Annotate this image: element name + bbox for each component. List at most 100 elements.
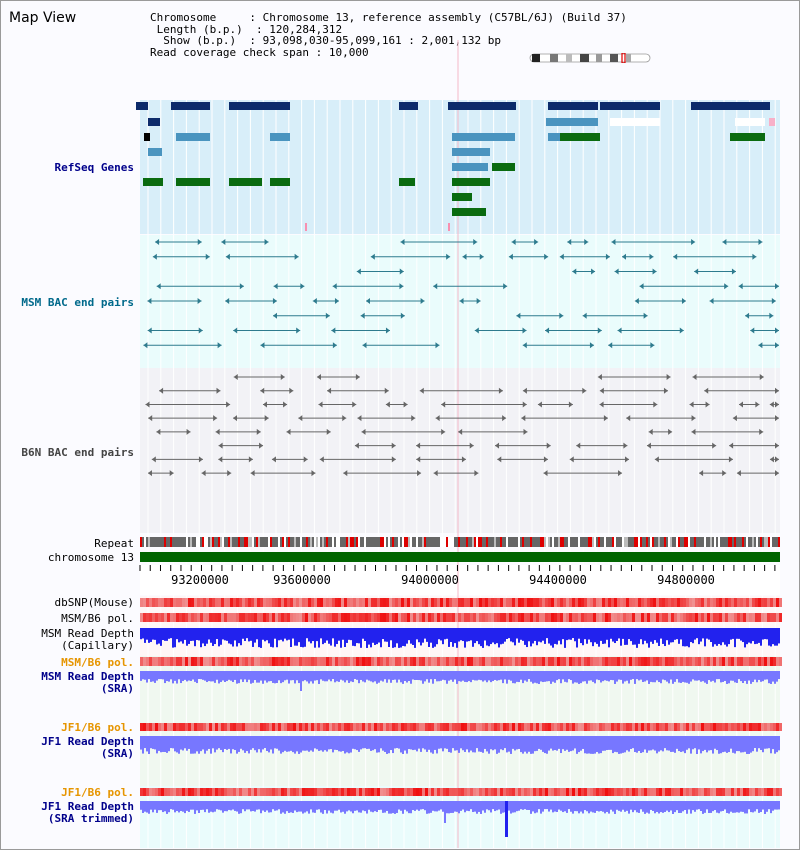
b6n-bac-pair-end	[416, 442, 421, 449]
msm-pol-density	[503, 613, 506, 622]
msm-sra-pol-density	[665, 657, 668, 666]
track-label-msm-bac[interactable]: MSM BAC end pairs	[21, 296, 134, 309]
msm-pol-density	[248, 613, 251, 622]
repeat-element	[700, 537, 702, 547]
repeat-element	[778, 537, 780, 547]
repeat-element	[690, 537, 692, 547]
msm-pol-density	[434, 613, 437, 622]
jf1-sra-depth	[670, 736, 672, 752]
dbsnp-density	[758, 598, 761, 607]
jf1-trim-pol-density	[305, 788, 308, 796]
jf1-trim-depth	[774, 801, 776, 810]
msm-bac-pair-end	[709, 298, 714, 304]
track-label-msm-b6-pol-sra[interactable]: MSM/B6 pol.	[61, 656, 134, 669]
msm-sra-pol-density	[149, 657, 152, 666]
msm-capillary-depth	[654, 628, 656, 641]
msm-capillary-depth	[558, 628, 560, 641]
repeat-element	[308, 537, 310, 547]
jf1-trim-depth	[530, 801, 532, 814]
jf1-trim-depth	[252, 801, 254, 811]
jf1-trim-depth	[740, 801, 742, 812]
jf1-sra-depth	[190, 736, 192, 754]
track-label-jf1-depth-sra[interactable]: JF1 Read Depth (SRA)	[41, 736, 134, 760]
msm-bac-pair-end	[473, 239, 478, 245]
jf1-trim-pol-density	[743, 788, 746, 796]
repeat-element	[568, 537, 570, 547]
repeat-element	[754, 537, 756, 547]
msm-pol-density	[458, 613, 461, 622]
msm-pol-density	[407, 613, 410, 622]
repeat-element	[748, 537, 750, 547]
msm-sra-depth	[574, 671, 576, 683]
msm-capillary-depth	[694, 628, 696, 640]
track-label-msm-depth-sra[interactable]: MSM Read Depth (SRA)	[41, 671, 134, 695]
msm-sra-depth	[194, 671, 196, 682]
msm-capillary-depth	[266, 628, 268, 641]
jf1-pol-density	[767, 723, 770, 731]
msm-sra-pol-density	[662, 657, 665, 666]
jf1-trim-pol-density	[476, 788, 479, 796]
repeat-element	[338, 537, 340, 547]
msm-pol-density	[278, 613, 281, 622]
jf1-trim-pol-density	[482, 788, 485, 796]
jf1-trim-depth	[634, 801, 636, 811]
msm-sra-pol-density	[173, 657, 176, 666]
jf1-trim-depth	[742, 801, 744, 812]
jf1-pol-density	[242, 723, 245, 731]
track-label-jf1-b6-pol-trimmed[interactable]: JF1/B6 pol.	[61, 786, 134, 799]
b6n-bac-pair-end	[441, 401, 446, 408]
msm-bac-pair-end	[435, 342, 440, 349]
jf1-sra-depth	[250, 736, 252, 750]
b6n-bac-pair-end	[186, 428, 191, 435]
repeat-element	[470, 537, 472, 547]
chromosome-ideogram[interactable]	[528, 53, 652, 63]
jf1-sra-depth	[246, 736, 248, 752]
jf1-trim-depth	[562, 801, 564, 813]
msm-capillary-depth	[320, 628, 322, 639]
jf1-pol-density	[413, 723, 416, 731]
track-label-msm-b6-pol[interactable]: MSM/B6 pol.	[61, 612, 134, 625]
jf1-sra-depth	[608, 736, 610, 750]
b6n-bac-pair-end	[769, 456, 774, 463]
msm-sra-pol-density	[674, 657, 677, 666]
msm-bac-pair-end	[399, 283, 404, 290]
msm-sra-pol-density	[614, 657, 617, 666]
jf1-pol-density	[401, 723, 404, 731]
track-label-jf1-b6-pol[interactable]: JF1/B6 pol.	[61, 721, 134, 734]
jf1-trim-pol-density	[707, 788, 710, 796]
repeat-element	[458, 537, 460, 547]
track-label-repeat[interactable]: Repeat	[94, 537, 134, 550]
track-label-refseq[interactable]: RefSeq Genes	[54, 161, 134, 174]
msm-sra-pol-density	[248, 657, 251, 666]
track-label-msm-depth-capillary[interactable]: MSM Read Depth (Capillary)	[41, 628, 134, 652]
msm-sra-depth	[170, 671, 172, 680]
msm-capillary-depth	[726, 628, 728, 647]
jf1-pol-density	[209, 723, 212, 731]
msm-pol-density	[374, 613, 377, 622]
track-label-b6n-bac[interactable]: B6N BAC end pairs	[21, 446, 134, 459]
msm-capillary-depth	[302, 628, 304, 648]
msm-pol-density	[209, 613, 212, 622]
track-label-jf1-depth-trimmed[interactable]: JF1 Read Depth (SRA trimmed)	[41, 801, 134, 825]
msm-sra-pol-density	[482, 657, 485, 666]
jf1-pol-density	[569, 723, 572, 731]
jf1-sra-depth	[452, 736, 454, 749]
jf1-pol-density	[278, 723, 281, 731]
track-label-dbsnp[interactable]: dbSNP(Mouse)	[54, 596, 134, 609]
msm-sra-pol-density	[233, 657, 236, 666]
msm-capillary-depth	[296, 628, 298, 646]
jf1-trim-pol-density	[350, 788, 353, 796]
repeat-element	[646, 537, 648, 547]
jf1-trim-depth	[254, 801, 256, 812]
jf1-sra-depth	[530, 736, 532, 754]
msm-sra-depth	[700, 671, 702, 682]
jf1-trim-pol-density	[554, 788, 557, 796]
msm-capillary-depth	[466, 628, 468, 642]
msm-sra-depth	[410, 671, 412, 684]
dbsnp-density	[575, 598, 578, 607]
msm-sra-pol-density	[620, 657, 623, 666]
msm-sra-pol-density	[293, 657, 296, 666]
msm-capillary-depth	[464, 628, 466, 648]
msm-sra-depth	[250, 671, 252, 684]
